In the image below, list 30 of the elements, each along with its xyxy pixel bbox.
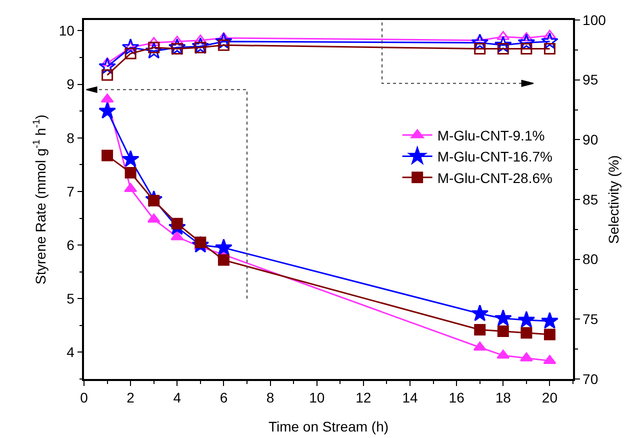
y-tick-label: 9 (66, 76, 75, 92)
x-tick-label: 2 (126, 390, 135, 406)
y-tick-label: 7 (66, 183, 75, 200)
x-tick-label: 6 (220, 390, 228, 406)
y2-tick-label: 90 (582, 132, 598, 148)
x-tick-label: 16 (448, 390, 465, 406)
x-tick-label: 18 (495, 390, 512, 406)
y-tick-label: 5 (66, 290, 75, 307)
y2-tick-label: 85 (582, 191, 598, 208)
x-tick-label: 0 (80, 390, 88, 406)
y-tick-label: 6 (66, 236, 75, 253)
y-tick-label: 8 (66, 130, 75, 146)
legend-label: M-Glu-CNT-16.7% (437, 148, 552, 165)
x-tick-label: 10 (309, 390, 325, 406)
x-axis-title: Time on Stream (h) (268, 418, 389, 434)
x-tick-label: 4 (173, 390, 182, 406)
legend-label: M-Glu-CNT-28.6% (437, 170, 552, 186)
x-tick-label: 12 (356, 390, 372, 406)
x-tick-label: 14 (402, 390, 418, 406)
y2-axis-title: Selectivity (%) (606, 155, 622, 244)
y2-tick-label: 70 (582, 370, 598, 387)
y2-tick-label: 75 (582, 311, 598, 328)
y2-tick-label: 100 (582, 12, 606, 28)
x-tick-label: 20 (542, 390, 558, 406)
x-tick-label: 8 (266, 390, 274, 406)
y2-tick-label: 80 (582, 251, 598, 268)
y-tick-label: 4 (66, 344, 75, 360)
legend-label: M-Glu-CNT-9.1% (437, 127, 545, 144)
y-tick-label: 10 (58, 22, 75, 39)
y2-tick-label: 95 (582, 72, 598, 88)
